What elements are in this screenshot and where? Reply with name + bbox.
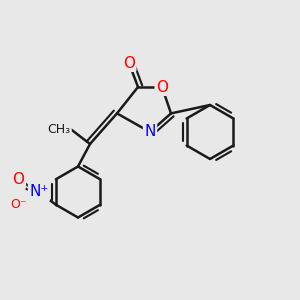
Text: N⁺: N⁺ <box>29 184 49 200</box>
Text: O: O <box>123 56 135 70</box>
Text: O: O <box>156 80 168 94</box>
Text: O: O <box>13 172 25 188</box>
Text: N: N <box>144 124 156 140</box>
Text: CH₃: CH₃ <box>47 122 70 136</box>
Text: O⁻: O⁻ <box>11 197 27 211</box>
